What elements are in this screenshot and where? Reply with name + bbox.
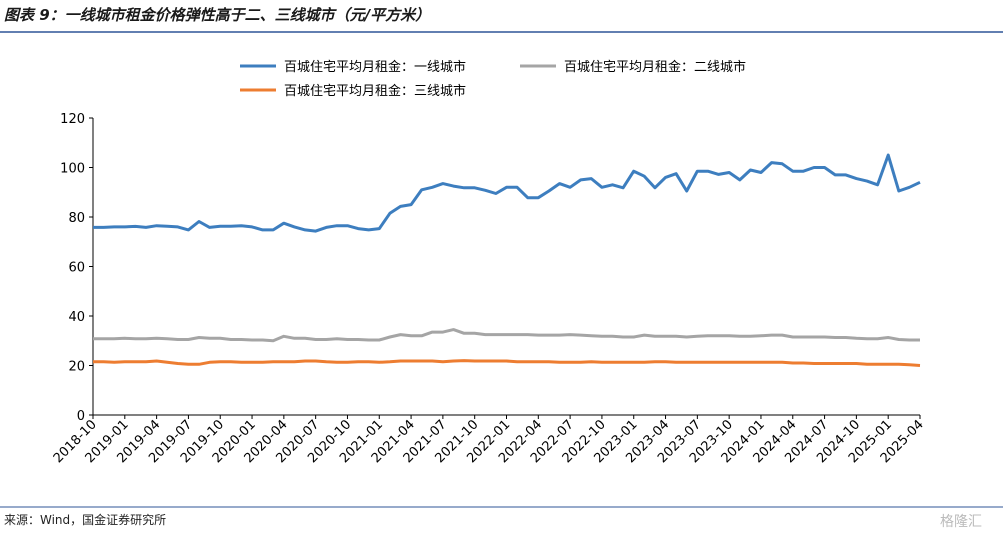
series-line	[93, 153, 921, 233]
series-line	[93, 328, 920, 343]
legend-label: 百城住宅平均月租金：一线城市	[284, 59, 466, 75]
watermark: 格隆汇	[940, 514, 982, 530]
y-tick-label: 0	[77, 409, 85, 424]
chart-title: 图表 9：一线城市租金价格弹性高于二、三线城市（元/平方米）	[4, 6, 430, 24]
legend-label: 百城住宅平均月租金：三线城市	[284, 83, 466, 99]
legend-label: 百城住宅平均月租金：二线城市	[564, 59, 746, 75]
y-tick-label: 100	[60, 162, 85, 177]
series-line	[93, 359, 921, 367]
y-tick-label: 20	[68, 360, 85, 375]
y-tick-label: 120	[60, 112, 85, 127]
y-tick-label: 80	[68, 211, 85, 226]
y-tick-label: 60	[68, 261, 85, 276]
source: 来源：Wind，国金证券研究所	[4, 512, 166, 527]
y-tick-label: 40	[68, 310, 85, 325]
